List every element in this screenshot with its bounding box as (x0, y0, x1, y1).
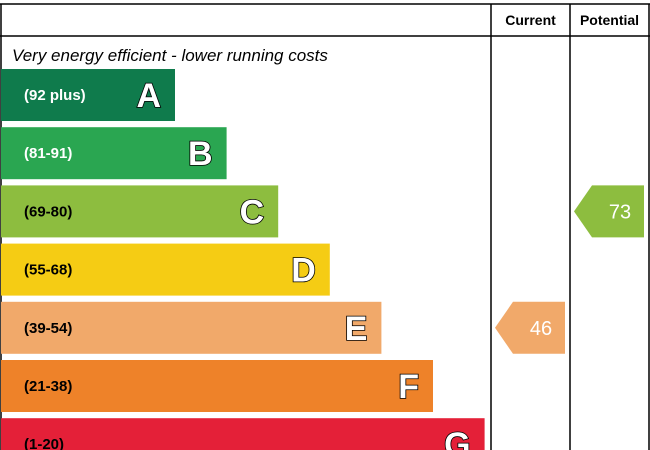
rating-arrows: 46 73 (495, 185, 644, 354)
potential-rating-arrow-value: 73 (609, 201, 631, 223)
band-e-range: (39-54) (24, 320, 72, 337)
band-b-letter: B (188, 135, 213, 173)
top-caption: Very energy efficient - lower running co… (12, 46, 328, 65)
current-rating-arrow: 46 (495, 301, 565, 354)
band-c-bar (1, 185, 279, 238)
band-c-letter: C (240, 193, 265, 231)
rating-bands: (92 plus) A (81-91) B (69-80) C (55-68) D (39-54… (1, 69, 485, 450)
band-f-range: (21-38) (24, 378, 72, 395)
band-c: (69-80) C (1, 185, 279, 238)
band-d-range: (55-68) (24, 262, 72, 279)
band-g-range: (1-20) (24, 436, 64, 450)
band-f-letter: F (398, 368, 419, 406)
band-f-bar (1, 360, 433, 412)
band-c-range: (69-80) (24, 203, 72, 220)
potential-rating-arrow: 73 (574, 185, 644, 238)
band-a-range: (92 plus) (24, 87, 86, 104)
band-b-range: (81-91) (24, 145, 72, 162)
band-e-letter: E (345, 310, 368, 348)
band-f: (21-38) F (1, 360, 433, 412)
current-rating-arrow-shape (495, 301, 565, 354)
band-d: (55-68) D (1, 243, 330, 296)
band-b: (81-91) B (1, 127, 227, 180)
band-g-bar (1, 418, 485, 450)
potential-rating-arrow-shape (574, 185, 644, 238)
band-e: (39-54) E (1, 301, 382, 354)
band-a-letter: A (136, 77, 161, 115)
band-b-bar (1, 127, 227, 180)
current-rating-arrow-value: 46 (530, 318, 552, 340)
band-a: (92 plus) A (1, 69, 175, 121)
band-g: (1-20) G (1, 418, 485, 450)
potential-column-header: Potential (580, 12, 639, 28)
current-column-header: Current (505, 12, 556, 28)
band-e-bar (1, 301, 382, 354)
band-g-letter: G (444, 426, 470, 450)
band-d-bar (1, 243, 330, 296)
band-a-bar (1, 69, 175, 121)
band-d-letter: D (291, 252, 316, 290)
